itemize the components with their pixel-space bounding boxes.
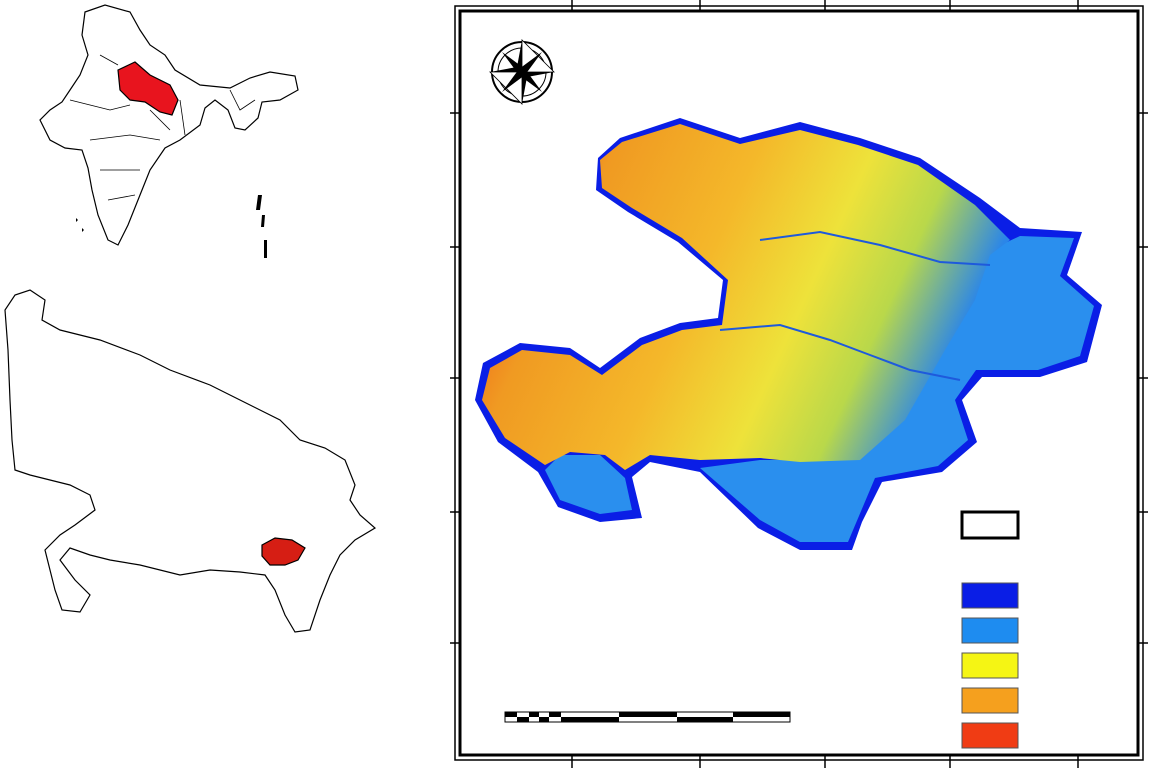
district-highlight <box>261 537 306 566</box>
river <box>719 230 991 381</box>
legend-swatch <box>961 617 1019 644</box>
legend <box>960 510 1020 749</box>
map-frame <box>450 0 1148 768</box>
state-inset <box>4 289 377 633</box>
north-arrow <box>489 39 555 105</box>
frame-ticks <box>450 0 1148 768</box>
frame-outer <box>454 5 1144 761</box>
frame-inner <box>458 9 1140 757</box>
legend-swatch <box>961 582 1019 609</box>
legend-swatch <box>961 687 1019 714</box>
india-outline <box>39 4 299 246</box>
district-light-blue <box>545 236 1094 542</box>
district-heat <box>482 124 1010 470</box>
district-map <box>475 118 1102 550</box>
legend-swatch <box>961 652 1019 679</box>
legend-boundary-key <box>960 510 1020 540</box>
india-states <box>69 54 256 201</box>
legend-swatch <box>961 722 1019 749</box>
state-outline <box>4 289 377 633</box>
india-inset <box>39 4 299 258</box>
scale-bar <box>504 711 791 723</box>
uttar-pradesh-inset <box>117 61 179 116</box>
